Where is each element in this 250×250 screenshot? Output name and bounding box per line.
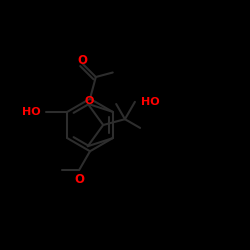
Text: HO: HO <box>22 107 40 117</box>
Text: HO: HO <box>141 97 160 107</box>
Text: O: O <box>84 96 94 106</box>
Text: O: O <box>78 54 88 67</box>
Text: O: O <box>74 174 84 186</box>
